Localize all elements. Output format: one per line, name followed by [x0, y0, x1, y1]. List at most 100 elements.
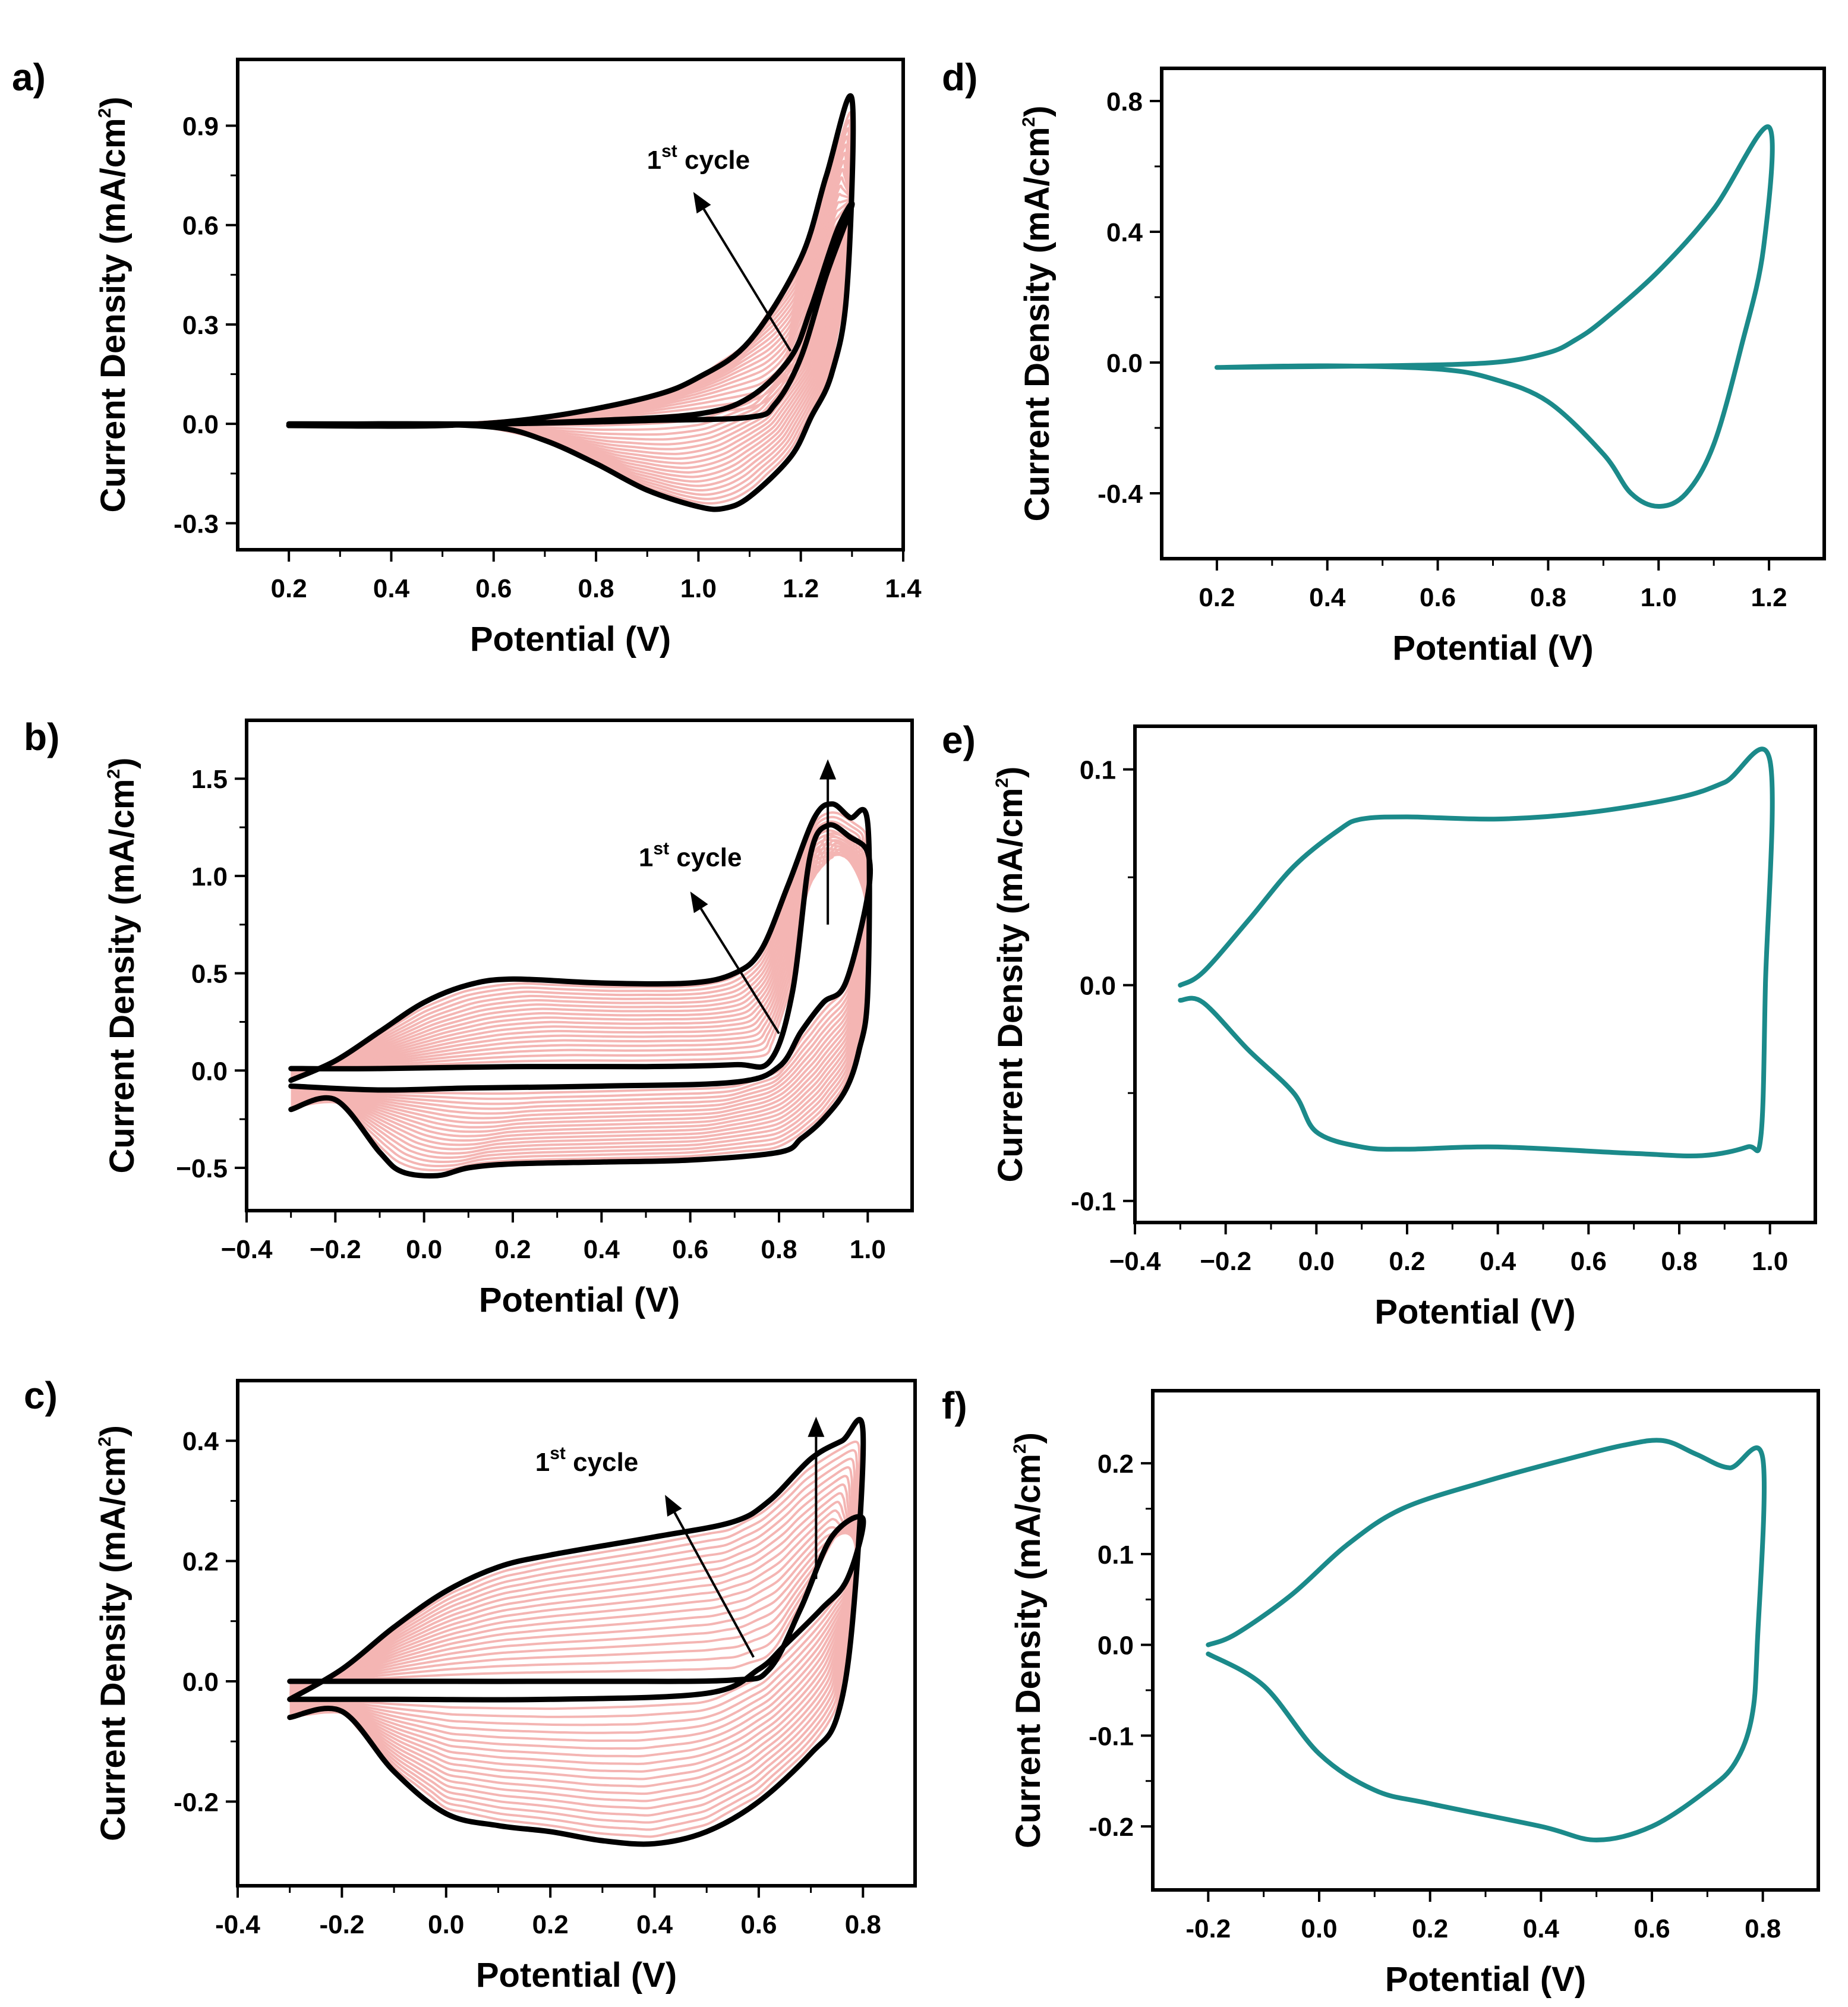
- panel-c: c) -0.4 -0.2 0.0 0.2 0.4 0.6 0.8 -0.2 0.0 0.2 0.4 Po…: [24, 1374, 917, 1995]
- cycle-arrow-head: [693, 191, 711, 214]
- panel-d: d) 0.2 0.4 0.6 0.8 1.0 1.2 -0.4 0.0 0.4 0.8 Potenti…: [942, 56, 1826, 667]
- cv-line: [1206, 1438, 1767, 1842]
- y-tick-label: 0.4: [182, 1427, 219, 1456]
- panel-a: a) 0.2 0.4 0.6 0.8 1.0 1.2 1.4 -0.3 0.0 0.3 0.6 0.9 P…: [12, 56, 922, 659]
- x-tick-label: 1.0: [1641, 583, 1677, 612]
- x-axis-label: Potential (V): [1374, 1293, 1575, 1331]
- plot-area: [286, 93, 856, 512]
- panel-b: b) −0.4 −0.2 0.0 0.2 0.4 0.6 0.8 1.0 −0.5 0.0 0.5 1.…: [24, 716, 914, 1319]
- y-tick-label: 0.1: [1098, 1540, 1134, 1570]
- x-tick-label: 0.2: [271, 574, 307, 603]
- cycle-arrow: [673, 1512, 755, 1658]
- y-tick-label: 0.0: [1098, 1631, 1134, 1661]
- x-tick-label: 0.4: [1523, 1914, 1560, 1943]
- growth-arrow-head: [808, 1416, 825, 1437]
- y-axis-label-sup: 2: [95, 1436, 115, 1447]
- y-tick-label: 0.3: [182, 311, 219, 340]
- annotation-number: 1: [639, 843, 653, 872]
- annotation-number: 1: [535, 1448, 550, 1477]
- y-axis-label: Current Density (mA/cm2): [94, 97, 133, 513]
- x-axis-label: Potential (V): [476, 1956, 677, 1995]
- cycle-arrow-head: [690, 891, 708, 913]
- y-axis-label-main: Current Density (mA/cm: [94, 1447, 133, 1841]
- x-tick-label: 1.2: [783, 574, 819, 603]
- y-tick-label: 1.5: [191, 765, 228, 794]
- x-tick-label: 0.4: [636, 1910, 673, 1939]
- y-axis-label-main: Current Density (mA/cm: [1018, 127, 1057, 522]
- x-tick-label: 0.6: [672, 1235, 708, 1264]
- y-tick-label: 0.0: [1080, 972, 1116, 1001]
- y-tick-label: 0.4: [1106, 218, 1143, 247]
- x-tick-label: 0.2: [532, 1910, 569, 1939]
- cycle-arrow: [702, 208, 792, 352]
- annotation-rest: cycle: [566, 1448, 638, 1477]
- cv-line: [1214, 124, 1775, 509]
- x-tick-label: 0.0: [1298, 1247, 1335, 1276]
- x-tick-label: 0.6: [475, 574, 512, 603]
- plot-area: [1214, 124, 1775, 509]
- panel-label: b): [24, 716, 59, 758]
- x-tick-label: 0.6: [740, 1910, 777, 1939]
- y-axis-label-sup: 2: [95, 108, 115, 118]
- panel-label: f): [942, 1384, 967, 1427]
- panel-label: e): [942, 719, 976, 761]
- plot-area: [288, 801, 873, 1179]
- y-axis-label: Current Density (mA/cm2): [103, 758, 141, 1174]
- y-axis-label-sup: 2: [992, 778, 1012, 788]
- x-tick-label: 0.6: [1571, 1247, 1607, 1276]
- y-tick-label: 0.2: [182, 1548, 219, 1577]
- y-tick-label: -0.1: [1089, 1722, 1134, 1751]
- plot-frame: [236, 58, 905, 552]
- series-line-last: [287, 1417, 866, 1847]
- y-axis-label-end: ): [1009, 1432, 1048, 1444]
- cv-line: [1178, 746, 1775, 1159]
- first-cycle-annotation: 1st cycle: [535, 1444, 639, 1477]
- panel-label: c): [24, 1374, 58, 1417]
- y-tick-label: 0.0: [191, 1057, 228, 1086]
- x-tick-label: -0.4: [215, 1910, 260, 1939]
- cycle-arrow-head: [665, 1495, 682, 1517]
- plot-frame: [236, 1379, 917, 1888]
- y-tick-label: -0.3: [174, 509, 219, 538]
- x-axis-label: Potential (V): [479, 1281, 680, 1319]
- cycle-arrow: [699, 908, 780, 1035]
- x-tick-label: 0.2: [1199, 583, 1235, 612]
- x-tick-label: −0.2: [1200, 1247, 1251, 1276]
- x-tick-label: -0.2: [319, 1910, 364, 1939]
- x-tick-label: 0.6: [1633, 1914, 1670, 1943]
- y-axis-label-main: Current Density (mA/cm: [94, 118, 133, 513]
- series-line-last: [286, 93, 856, 512]
- y-axis-label: Current Density (mA/cm2): [1018, 106, 1057, 522]
- plot-area: [287, 1417, 866, 1847]
- y-axis-label-end: ): [991, 767, 1030, 778]
- y-axis-label-end: ): [94, 97, 133, 108]
- x-tick-label: 0.0: [406, 1235, 442, 1264]
- x-tick-label: 0.2: [494, 1235, 531, 1264]
- cycle-line: [291, 832, 869, 1095]
- x-tick-label: 0.8: [1530, 583, 1566, 612]
- plot-frame: [245, 719, 914, 1212]
- y-tick-label: 0.9: [182, 112, 219, 141]
- x-tick-label: 0.2: [1412, 1914, 1448, 1943]
- y-tick-label: 0.8: [1106, 87, 1143, 116]
- y-axis-label: Current Density (mA/cm2): [991, 767, 1030, 1183]
- y-tick-label: 0.6: [182, 212, 219, 241]
- y-tick-label: 0.0: [1106, 349, 1143, 378]
- y-axis-label-sup: 2: [104, 769, 124, 779]
- y-tick-label: -0.2: [174, 1788, 219, 1817]
- x-tick-label: 0.2: [1389, 1247, 1425, 1276]
- panel-label: d): [942, 56, 977, 99]
- annotation-number: 1: [647, 146, 661, 175]
- y-tick-label: 1.0: [191, 862, 228, 891]
- annotation-rest: cycle: [669, 843, 742, 872]
- y-axis-label-sup: 2: [1010, 1444, 1030, 1454]
- y-axis-label-sup: 2: [1019, 117, 1039, 127]
- x-tick-label: −0.2: [310, 1235, 361, 1264]
- y-axis-label-end: ): [103, 758, 141, 769]
- annotation-rest: cycle: [677, 146, 750, 175]
- annotation-sup: st: [550, 1444, 566, 1463]
- y-axis-label-end: ): [1018, 106, 1057, 117]
- x-tick-label: 0.0: [428, 1910, 464, 1939]
- cycle-line: [291, 836, 869, 1100]
